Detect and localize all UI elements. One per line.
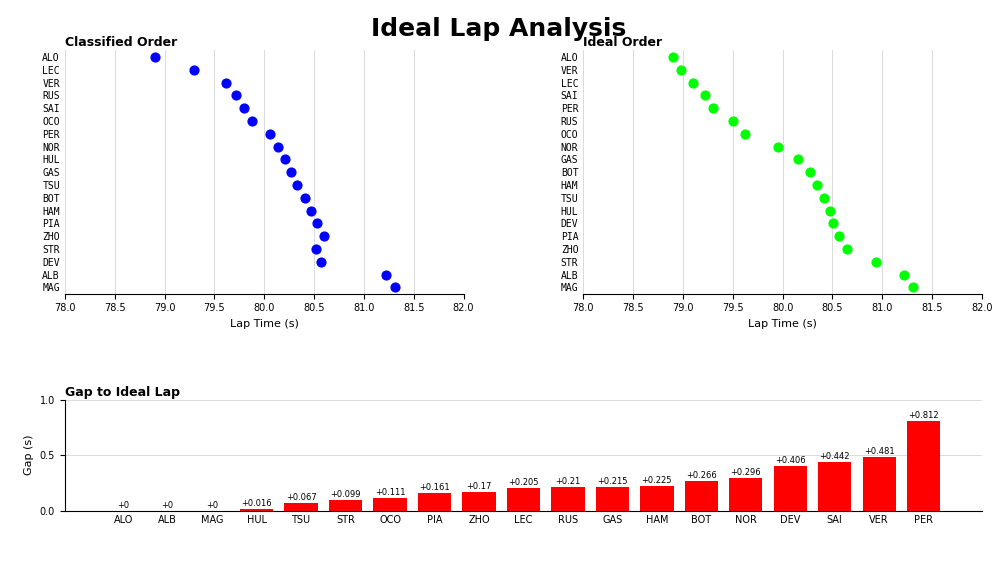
Text: +0.225: +0.225 [642,476,672,485]
Bar [284,503,318,511]
Text: +0.215: +0.215 [597,477,628,486]
Text: +0.205: +0.205 [508,478,538,487]
Bar [685,481,718,511]
Point [147,52,163,61]
Bar [640,486,674,511]
Point [705,104,721,113]
Bar [907,421,940,511]
Point [228,91,244,100]
Point [303,206,319,215]
Point [802,168,818,177]
Point [665,52,681,61]
Point [186,65,202,74]
Point [316,232,332,241]
Bar [329,499,362,511]
Point [826,219,841,228]
Y-axis label: Gap (s): Gap (s) [24,435,34,476]
Point [313,257,329,266]
Point [737,129,753,138]
Bar [862,457,896,511]
Text: +0.016: +0.016 [241,499,272,508]
Point [283,168,299,177]
Text: +0.406: +0.406 [775,456,806,465]
Text: Gap to Ideal Lap: Gap to Ideal Lap [65,386,179,399]
Point [685,78,701,87]
Text: +0: +0 [162,500,173,509]
Point [770,142,786,151]
Text: Classified Order: Classified Order [65,36,177,49]
Point [289,181,305,190]
Point [839,245,855,254]
Bar [463,491,496,511]
Text: +0.067: +0.067 [286,493,316,502]
Text: +0.812: +0.812 [908,411,939,420]
Point [868,257,884,266]
Text: +0.111: +0.111 [375,489,405,498]
Point [816,193,831,202]
Point [387,283,403,292]
Bar [506,488,540,511]
Point [790,155,806,164]
X-axis label: Lap Time (s): Lap Time (s) [748,319,818,329]
Bar [240,509,273,511]
Point [673,65,689,74]
Text: Ideal Lap Analysis: Ideal Lap Analysis [371,17,626,41]
Point [218,78,234,87]
Point [809,181,825,190]
Bar [595,487,629,511]
Point [236,104,252,113]
Point [308,245,324,254]
Bar [729,478,763,511]
Point [244,117,260,126]
Point [725,117,741,126]
Text: +0: +0 [117,500,130,509]
Point [896,270,912,279]
Point [270,142,286,151]
Text: +0.442: +0.442 [820,452,850,461]
Point [277,155,293,164]
Text: +0.296: +0.296 [731,468,761,477]
Point [262,129,278,138]
Bar [373,498,407,511]
Point [822,206,837,215]
Bar [418,493,452,511]
Text: +0.21: +0.21 [555,477,580,486]
Text: +0.17: +0.17 [467,482,492,491]
Text: +0.161: +0.161 [419,483,450,492]
Text: +0.481: +0.481 [863,448,894,457]
Text: +0.266: +0.266 [686,471,717,480]
Bar [551,488,584,511]
Point [297,193,313,202]
Text: Ideal Order: Ideal Order [583,36,662,49]
Point [831,232,847,241]
Text: +0.099: +0.099 [330,490,361,499]
Bar [774,466,807,511]
X-axis label: Lap Time (s): Lap Time (s) [229,319,299,329]
Point [378,270,394,279]
Point [309,219,325,228]
Point [905,283,921,292]
Text: +0: +0 [206,500,218,509]
Point [697,91,713,100]
Bar [819,462,851,511]
